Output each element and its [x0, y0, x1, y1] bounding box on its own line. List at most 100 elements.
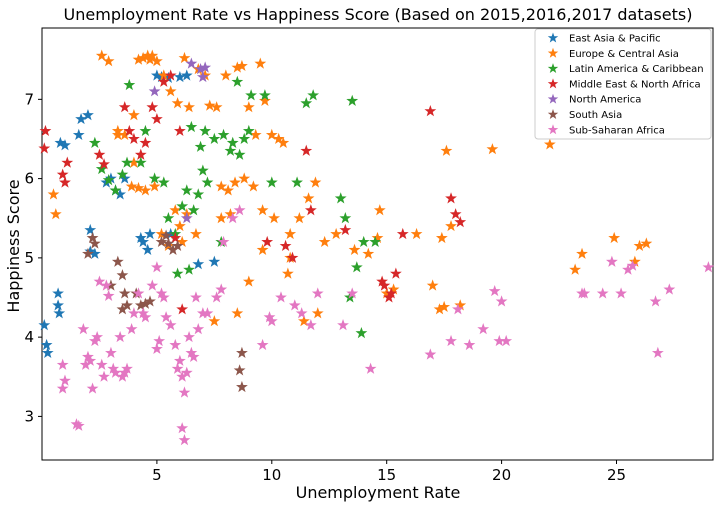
point-sub-saharan-africa: [500, 334, 513, 347]
point-middle-east-and-north-africa: [300, 144, 313, 156]
point-europe-and-central-asia: [236, 59, 248, 72]
point-east-asia-and-pacific: [40, 338, 53, 351]
point-latin-america-and-caribbean: [334, 192, 347, 204]
point-latin-america-and-caribbean: [171, 267, 184, 279]
point-sub-saharan-africa: [171, 362, 184, 374]
point-latin-america-and-caribbean: [157, 176, 170, 188]
point-europe-and-central-asia: [238, 172, 251, 184]
point-middle-east-and-north-africa: [139, 136, 152, 148]
point-latin-america-and-caribbean: [300, 97, 313, 109]
point-europe-and-central-asia: [435, 231, 448, 244]
point-east-asia-and-pacific: [75, 112, 87, 125]
point-europe-and-central-asia: [259, 94, 271, 106]
point-latin-america-and-caribbean: [121, 156, 133, 168]
point-sub-saharan-africa: [151, 261, 163, 273]
legend-marker-europe-and-central-asia: [547, 47, 559, 58]
point-europe-and-central-asia: [176, 235, 189, 248]
point-middle-east-and-north-africa: [38, 142, 51, 154]
legend-label-latin-america-and-caribbean: Latin America & Caribbean: [569, 64, 704, 75]
chart-title: Unemployment Rate vs Happiness Score (Ba…: [64, 5, 693, 24]
point-europe-and-central-asia: [628, 255, 641, 267]
point-north-america: [148, 85, 161, 97]
point-sub-saharan-africa: [288, 299, 301, 311]
legend-marker-south-asia: [547, 109, 559, 119]
point-latin-america-and-caribbean: [245, 89, 258, 101]
point-sub-saharan-africa: [217, 235, 230, 248]
point-europe-and-central-asia: [199, 69, 212, 81]
x-axis-ticks: 5 10 15 20 25: [152, 460, 626, 484]
point-sub-saharan-africa: [98, 370, 110, 382]
point-europe-and-central-asia: [190, 227, 202, 240]
point-middle-east-and-north-africa: [304, 204, 317, 216]
point-sub-saharan-africa: [424, 348, 437, 360]
point-europe-and-central-asia: [222, 184, 235, 196]
point-latin-america-and-caribbean: [148, 172, 161, 184]
point-latin-america-and-caribbean: [233, 148, 246, 160]
point-north-america: [194, 63, 207, 75]
point-middle-east-and-north-africa: [134, 148, 147, 160]
point-south-asia: [111, 255, 124, 267]
point-sub-saharan-africa: [84, 354, 97, 366]
point-east-asia-and-pacific: [141, 243, 154, 255]
point-sub-saharan-africa: [56, 382, 69, 394]
legend-label-north-america: North America: [569, 95, 641, 106]
point-sub-saharan-africa: [56, 358, 69, 370]
point-europe-and-central-asia: [277, 136, 290, 148]
point-sub-saharan-africa: [578, 287, 591, 299]
point-middle-east-and-north-africa: [454, 216, 467, 228]
point-europe-and-central-asia: [543, 138, 556, 150]
point-sub-saharan-africa: [605, 255, 618, 267]
point-sub-saharan-africa: [256, 338, 269, 351]
point-south-asia: [121, 299, 133, 311]
point-latin-america-and-caribbean: [238, 132, 251, 144]
y-axis-label: Happiness Score: [4, 179, 23, 312]
point-south-asia: [155, 235, 168, 248]
y-tick-label: 3: [24, 407, 34, 425]
point-sub-saharan-africa: [477, 323, 490, 335]
point-europe-and-central-asia: [118, 128, 131, 141]
point-sub-saharan-africa: [157, 291, 170, 303]
point-sub-saharan-africa: [128, 307, 140, 319]
point-europe-and-central-asia: [569, 263, 582, 275]
point-latin-america-and-caribbean: [183, 263, 195, 275]
point-sub-saharan-africa: [137, 307, 150, 319]
point-east-asia-and-pacific: [134, 231, 147, 244]
point-south-asia: [236, 346, 248, 359]
point-sub-saharan-africa: [178, 433, 191, 446]
point-sub-saharan-africa: [95, 358, 108, 370]
point-europe-and-central-asia: [380, 287, 393, 299]
point-europe-and-central-asia: [132, 181, 145, 194]
point-south-asia: [118, 287, 131, 299]
point-middle-east-and-north-africa: [389, 267, 402, 279]
legend-marker-middle-east-and-north-africa: [547, 78, 559, 89]
point-sub-saharan-africa: [114, 330, 127, 343]
point-europe-and-central-asia: [231, 61, 244, 73]
point-sub-saharan-africa: [226, 212, 239, 224]
point-south-asia: [116, 269, 129, 281]
point-europe-and-central-asia: [330, 227, 343, 240]
point-europe-and-central-asia: [373, 204, 386, 216]
point-europe-and-central-asia: [311, 307, 324, 319]
point-middle-east-and-north-africa: [118, 101, 131, 113]
point-south-asia: [105, 279, 117, 291]
point-europe-and-central-asia: [268, 212, 280, 224]
point-europe-and-central-asia: [164, 85, 177, 97]
point-sub-saharan-africa: [215, 283, 228, 295]
point-sub-saharan-africa: [201, 307, 214, 319]
point-east-asia-and-pacific: [38, 319, 51, 331]
point-east-asia-and-pacific: [54, 136, 67, 148]
point-europe-and-central-asia: [387, 283, 400, 295]
point-east-asia-and-pacific: [88, 247, 101, 259]
point-south-asia: [160, 229, 172, 241]
point-europe-and-central-asia: [302, 192, 315, 204]
point-latin-america-and-caribbean: [350, 261, 363, 273]
point-east-asia-and-pacific: [114, 188, 127, 200]
point-europe-and-central-asia: [183, 101, 195, 113]
point-europe-and-central-asia: [454, 299, 467, 311]
point-latin-america-and-caribbean: [224, 144, 237, 156]
point-sub-saharan-africa: [663, 283, 676, 295]
point-europe-and-central-asia: [215, 180, 228, 192]
legend-label-europe-and-central-asia: Europe & Central Asia: [569, 49, 679, 60]
point-sub-saharan-africa: [187, 350, 200, 362]
point-europe-and-central-asia: [242, 101, 255, 113]
